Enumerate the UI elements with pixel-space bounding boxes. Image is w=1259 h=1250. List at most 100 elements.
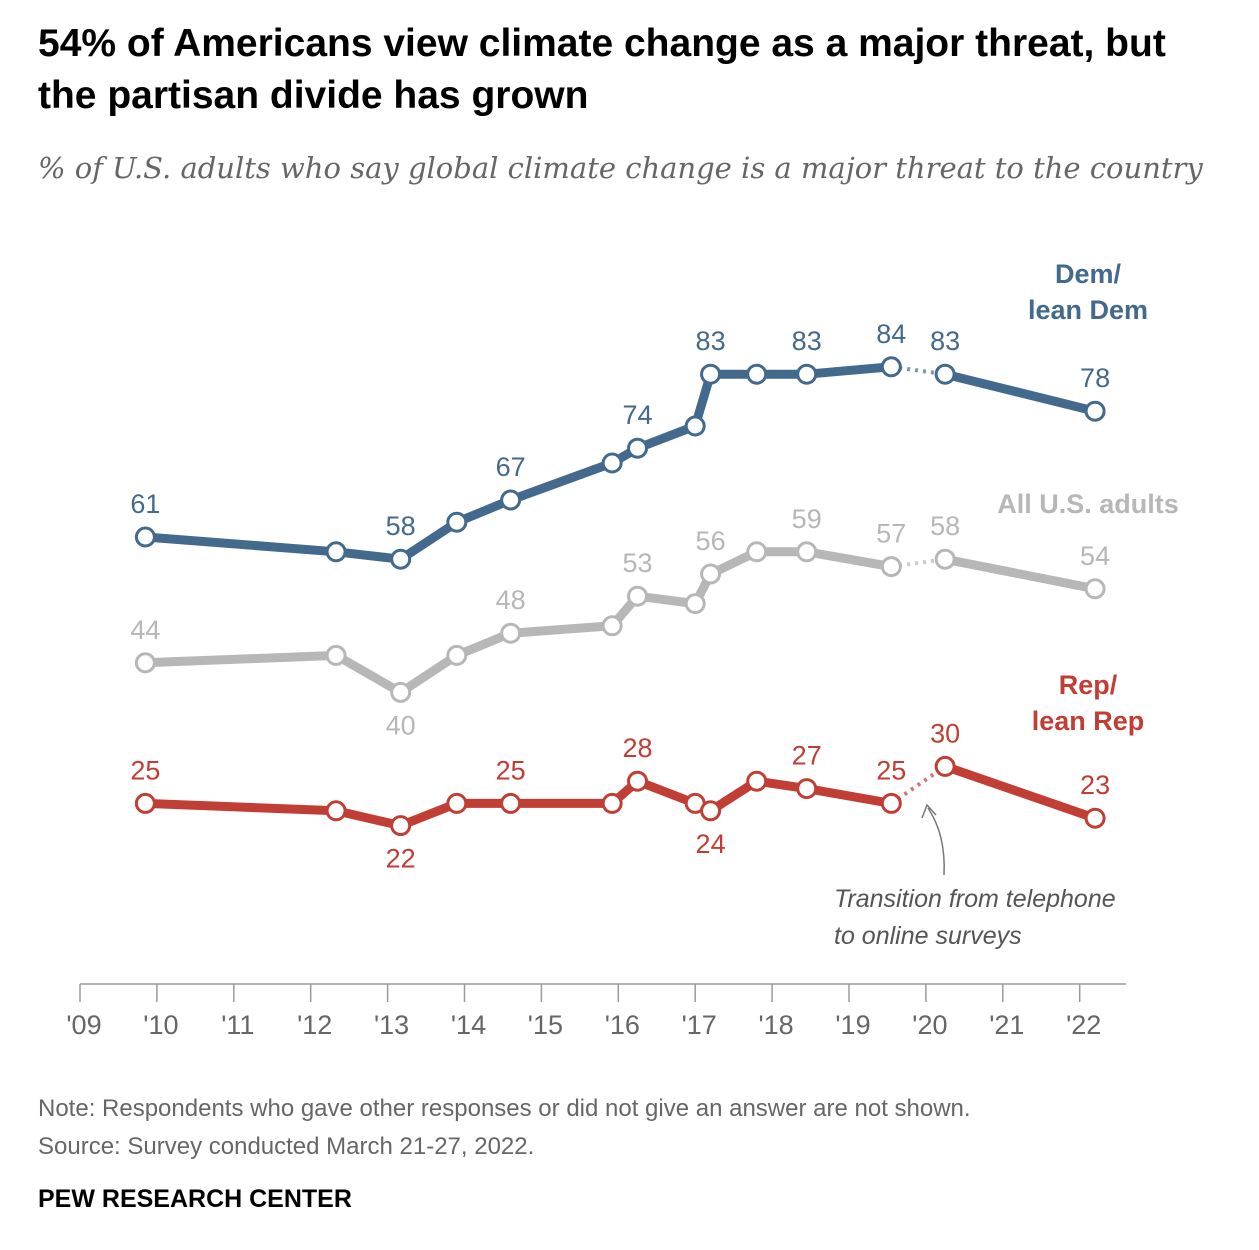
x-tick-label: '16 xyxy=(605,1010,640,1040)
series-line-dashed xyxy=(890,764,947,806)
data-point xyxy=(934,755,956,777)
data-point xyxy=(934,548,956,570)
annotation-text: to online surveys xyxy=(834,922,1022,950)
series-name-label: Rep/ xyxy=(1059,670,1118,700)
data-label: 22 xyxy=(386,844,416,874)
organization-label: PEW RESEARCH CENTER xyxy=(38,1185,352,1213)
data-label: 48 xyxy=(496,585,526,615)
data-point xyxy=(880,356,902,378)
data-label: 83 xyxy=(930,326,960,356)
series-name-label: lean Dem xyxy=(1028,295,1148,325)
data-point xyxy=(684,415,706,437)
data-label: 25 xyxy=(496,755,526,785)
data-label: 58 xyxy=(386,511,416,541)
x-tick-label: '09 xyxy=(66,1010,101,1040)
x-tick-label: '12 xyxy=(297,1010,332,1040)
data-point xyxy=(325,541,347,563)
data-point xyxy=(390,815,412,837)
data-point xyxy=(1084,400,1106,422)
data-point xyxy=(700,800,722,822)
data-point xyxy=(325,800,347,822)
data-point xyxy=(796,541,818,563)
data-point xyxy=(325,644,347,666)
data-label: 44 xyxy=(130,615,160,645)
data-point xyxy=(601,452,623,474)
data-point xyxy=(684,593,706,615)
series-line xyxy=(940,554,1100,594)
data-label: 27 xyxy=(792,741,822,771)
series-name-label: All U.S. adults xyxy=(997,489,1179,519)
data-point xyxy=(601,792,623,814)
chart-subtitle: % of U.S. adults who say global climate … xyxy=(38,151,1203,185)
data-point xyxy=(500,489,522,511)
data-label: 30 xyxy=(930,718,960,748)
chart-title: 54% of Americans view climate change as … xyxy=(38,22,1166,117)
data-point xyxy=(746,363,768,385)
data-point xyxy=(601,615,623,637)
data-point xyxy=(134,792,156,814)
data-label: 54 xyxy=(1080,541,1110,571)
data-label: 56 xyxy=(696,526,726,556)
data-label: 78 xyxy=(1080,363,1110,393)
x-tick-label: '14 xyxy=(451,1010,486,1040)
x-tick-label: '21 xyxy=(989,1010,1024,1040)
x-tick-label: '15 xyxy=(528,1010,563,1040)
line-chart: '09 '10 '11 '12 '13 '14 '15 '16 '17 '18 '19 '20 '21 '… xyxy=(66,259,1179,1040)
x-tick-label: '17 xyxy=(682,1010,717,1040)
series-name-label: Dem/ xyxy=(1055,259,1122,289)
series-line xyxy=(940,761,1100,823)
x-tick-label: '11 xyxy=(221,1010,254,1040)
series-line xyxy=(940,369,1100,416)
source-text: Source: Survey conducted March 21-27, 20… xyxy=(38,1133,535,1160)
data-label: 84 xyxy=(876,319,906,349)
data-point xyxy=(934,363,956,385)
data-point xyxy=(500,622,522,644)
note-text: Note: Respondents who gave other respons… xyxy=(38,1095,971,1122)
x-tick-label: '19 xyxy=(835,1010,870,1040)
data-point xyxy=(746,541,768,563)
data-label: 74 xyxy=(623,400,653,430)
data-point xyxy=(627,585,649,607)
data-point xyxy=(627,770,649,792)
data-point xyxy=(1084,807,1106,829)
data-point xyxy=(627,437,649,459)
x-tick-label: '10 xyxy=(143,1010,178,1040)
x-tick-label: '18 xyxy=(759,1010,794,1040)
data-point xyxy=(390,548,412,570)
data-point xyxy=(134,652,156,674)
annotation-arrow xyxy=(927,807,945,876)
data-label: 57 xyxy=(876,519,906,549)
data-point xyxy=(446,644,468,666)
footnote: Note: Respondents who gave other respons… xyxy=(38,1090,1238,1166)
x-tick-label: '13 xyxy=(374,1010,409,1040)
annotation-arrowhead xyxy=(921,803,937,819)
data-point xyxy=(134,526,156,548)
data-point xyxy=(746,770,768,792)
data-label: 83 xyxy=(696,326,726,356)
data-label: 53 xyxy=(623,548,653,578)
x-tick-label: '20 xyxy=(912,1010,947,1040)
data-label: 58 xyxy=(930,511,960,541)
data-point xyxy=(446,511,468,533)
data-label: 40 xyxy=(386,710,416,740)
data-label: 25 xyxy=(130,755,160,785)
data-label: 67 xyxy=(496,452,526,482)
data-point xyxy=(1084,578,1106,600)
series-line xyxy=(140,547,896,697)
data-point xyxy=(446,792,468,814)
data-point xyxy=(880,556,902,578)
data-label: 59 xyxy=(792,504,822,534)
data-label: 23 xyxy=(1080,770,1110,800)
data-point xyxy=(700,363,722,385)
data-point xyxy=(796,363,818,385)
data-label: 28 xyxy=(623,733,653,763)
data-point xyxy=(700,563,722,585)
series-name-label: lean Rep xyxy=(1032,706,1145,736)
data-point xyxy=(500,792,522,814)
data-label: 24 xyxy=(696,829,726,859)
annotation-text: Transition from telephone xyxy=(834,885,1116,913)
x-tick-label: '22 xyxy=(1066,1010,1101,1040)
data-label: 83 xyxy=(792,326,822,356)
data-label: 61 xyxy=(130,489,160,519)
data-label: 25 xyxy=(876,755,906,785)
